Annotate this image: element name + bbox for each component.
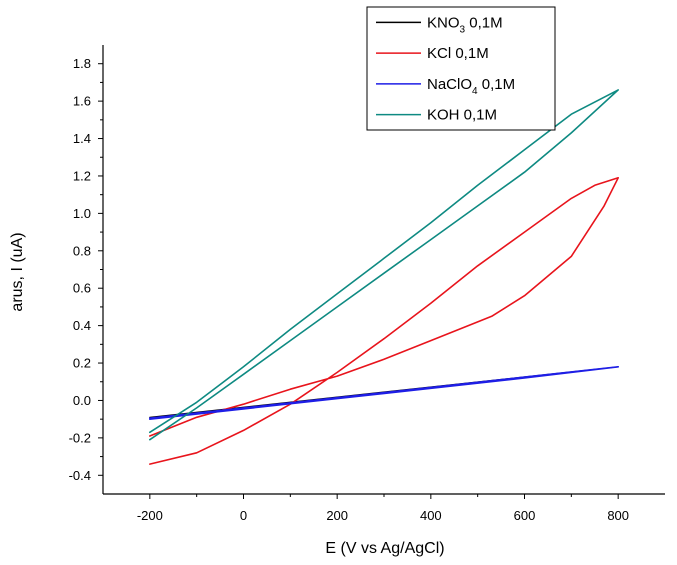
series-line [150,90,618,440]
y-tick-label: 0.8 [73,243,91,258]
series-layer [150,90,618,464]
x-tick-label: 400 [420,508,442,523]
y-tick-label: 1.6 [73,94,91,109]
y-tick-label: -0.4 [69,468,91,483]
y-axis-title: arus, I (uA) [9,232,26,311]
y-tick-label: 1.8 [73,56,91,71]
y-tick-label: -0.2 [69,430,91,445]
y-tick-label: 0.4 [73,318,91,333]
legend-entry: KOH 0,1M [427,107,497,124]
y-tick-label: 1.2 [73,168,91,183]
y-tick-label: 1.4 [73,131,91,146]
x-tick-label: 800 [607,508,629,523]
x-tick-label: 600 [514,508,536,523]
series-line [150,367,618,419]
y-tick-label: 0.2 [73,356,91,371]
x-tick-label: -200 [137,508,163,523]
y-tick-label: 1.0 [73,206,91,221]
legend-entry: KCl 0,1M [427,45,489,62]
x-axis-title: E (V vs Ag/AgCl) [325,540,444,557]
y-tick-label: 0.0 [73,393,91,408]
series-line [150,178,618,464]
x-tick-label: 0 [240,508,247,523]
x-tick-label: 200 [326,508,348,523]
y-tick-label: 0.6 [73,281,91,296]
